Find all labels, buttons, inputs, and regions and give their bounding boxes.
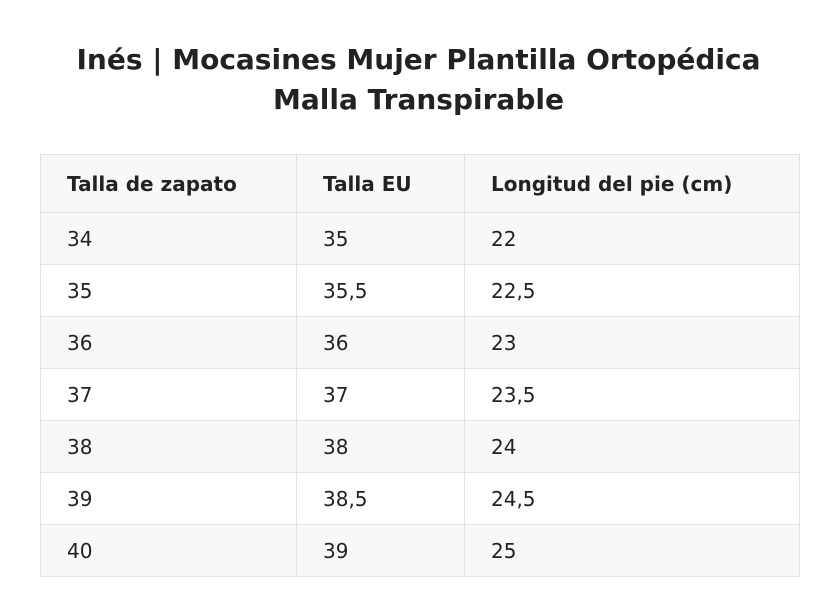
cell-shoe-size: 35 xyxy=(40,264,297,317)
cell-foot-length: 22 xyxy=(464,212,800,265)
cell-foot-length: 24 xyxy=(464,420,800,473)
cell-shoe-size: 37 xyxy=(40,368,297,421)
page-title-line-2: Malla Transpirable xyxy=(273,83,564,116)
cell-shoe-size: 39 xyxy=(40,472,297,525)
cell-foot-length: 25 xyxy=(464,524,800,577)
cell-shoe-size: 38 xyxy=(40,420,297,473)
cell-shoe-size: 34 xyxy=(40,212,297,265)
cell-foot-length: 24,5 xyxy=(464,472,800,525)
cell-eu-size: 38 xyxy=(296,420,465,473)
table-row: 38 38 24 xyxy=(40,420,800,473)
cell-shoe-size: 36 xyxy=(40,316,297,369)
cell-eu-size: 36 xyxy=(296,316,465,369)
table-row: 35 35,5 22,5 xyxy=(40,264,800,317)
table-header-row: Talla de zapato Talla EU Longitud del pi… xyxy=(40,154,800,213)
cell-foot-length: 23 xyxy=(464,316,800,369)
header-foot-length: Longitud del pie (cm) xyxy=(464,154,800,213)
cell-eu-size: 35,5 xyxy=(296,264,465,317)
table-row: 34 35 22 xyxy=(40,212,800,265)
cell-eu-size: 38,5 xyxy=(296,472,465,525)
cell-shoe-size: 40 xyxy=(40,524,297,577)
header-shoe-size: Talla de zapato xyxy=(40,154,297,213)
size-chart-table: Talla de zapato Talla EU Longitud del pi… xyxy=(40,154,800,577)
cell-eu-size: 37 xyxy=(296,368,465,421)
cell-eu-size: 39 xyxy=(296,524,465,577)
page-title-line-1: Inés | Mocasines Mujer Plantilla Ortopéd… xyxy=(76,43,761,76)
table-row: 37 37 23,5 xyxy=(40,368,800,421)
table-row: 39 38,5 24,5 xyxy=(40,472,800,525)
table-row: 36 36 23 xyxy=(40,316,800,369)
page-title: Inés | Mocasines Mujer Plantilla Ortopéd… xyxy=(0,40,837,120)
cell-foot-length: 22,5 xyxy=(464,264,800,317)
table-row: 40 39 25 xyxy=(40,524,800,577)
cell-eu-size: 35 xyxy=(296,212,465,265)
header-eu-size: Talla EU xyxy=(296,154,465,213)
cell-foot-length: 23,5 xyxy=(464,368,800,421)
